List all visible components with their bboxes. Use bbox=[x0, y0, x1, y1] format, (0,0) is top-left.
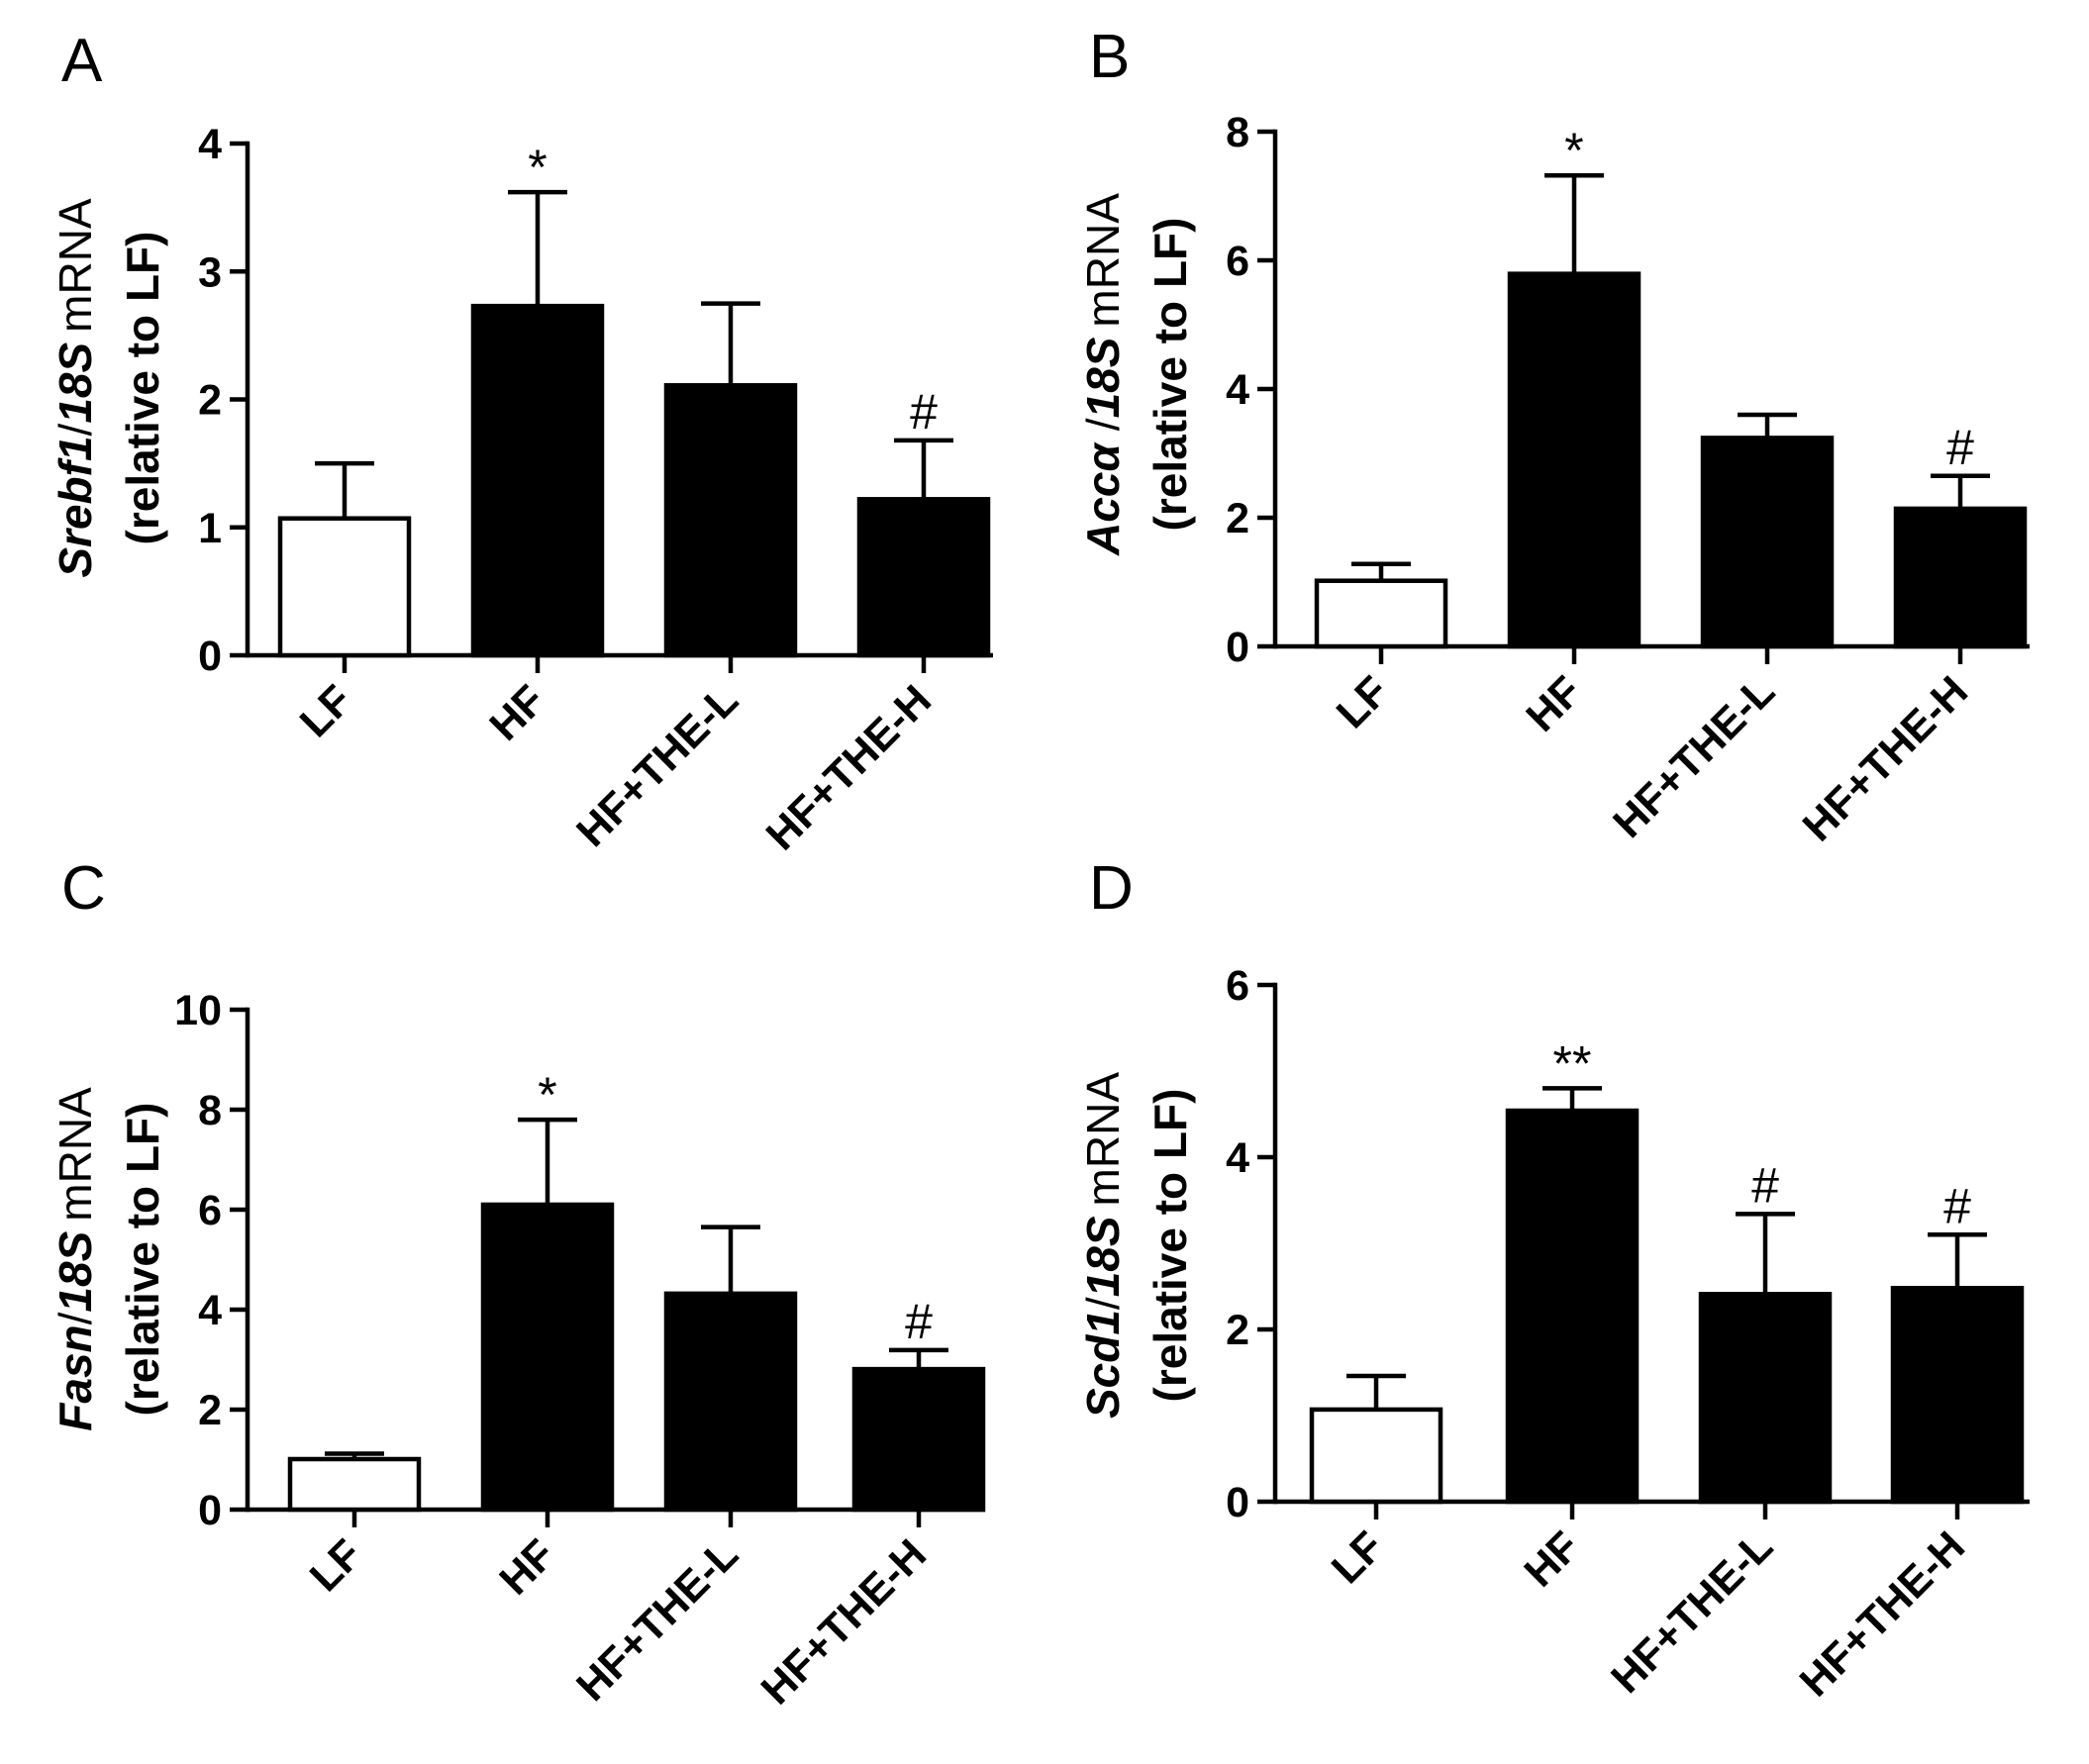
panel-c: C Fasn/18S mRNA (relative to LF) 0 2 4 6 8 10 L… bbox=[50, 854, 986, 1714]
bar-d-lf bbox=[1309, 1407, 1443, 1505]
x-label-d-hf-plus-the-l: HF+THE-L bbox=[1602, 1522, 1782, 1703]
y-tick-label-c-10: 10 bbox=[174, 987, 222, 1034]
bar-c-hf-plus-the-l bbox=[663, 1291, 798, 1513]
bar-a-hf-plus-the-h bbox=[856, 497, 991, 658]
ylabel-ref-c: 18S bbox=[50, 1230, 101, 1312]
y-tick-label-c-6: 6 bbox=[198, 1187, 222, 1234]
y-axis-label-d: Scd1/18S mRNA bbox=[1077, 1072, 1129, 1419]
bar-d-hf bbox=[1505, 1108, 1640, 1505]
bar-b-lf bbox=[1314, 578, 1448, 649]
y-tick-label-b-6: 6 bbox=[1226, 238, 1249, 285]
significance-c-hf-plus-the-h: # bbox=[905, 1294, 933, 1349]
ylabel-gene-d: Scd1 bbox=[1077, 1310, 1129, 1419]
panel-letter-c: C bbox=[61, 854, 106, 923]
ylabel-sep-d: / bbox=[1077, 1297, 1129, 1310]
panel-letter-a: A bbox=[61, 27, 103, 95]
y-tick-label-c-0: 0 bbox=[198, 1487, 222, 1534]
x-label-c-hf-plus-the-h: HF+THE-H bbox=[752, 1530, 936, 1714]
y-tick-label-c-2: 2 bbox=[198, 1387, 222, 1434]
panel-letter-b: B bbox=[1089, 23, 1130, 91]
significance-a-hf-plus-the-h: # bbox=[910, 384, 938, 440]
y-axis-label-b: Accα /18S mRNA bbox=[1077, 193, 1129, 556]
bar-d-hf-plus-the-l bbox=[1698, 1292, 1833, 1505]
x-label-c-lf: LF bbox=[301, 1530, 371, 1601]
x-label-d-hf: HF bbox=[1516, 1522, 1589, 1596]
panel-a: A Srebf1/18S mRNA (relative to LF) 0 1 2 3 4 L… bbox=[50, 27, 993, 859]
ylabel-mid-a: mRNA bbox=[50, 198, 101, 333]
y-tick-label-b-8: 8 bbox=[1226, 109, 1249, 156]
y-axis-label-line2-a: (relative to LF) bbox=[117, 232, 168, 545]
significance-d-hf-plus-the-l: # bbox=[1751, 1157, 1779, 1213]
significance-b-hf: * bbox=[1564, 123, 1583, 178]
x-label-c-hf-plus-the-l: HF+THE-L bbox=[567, 1530, 747, 1711]
ylabel-mid-d: mRNA bbox=[1077, 1072, 1129, 1207]
ylabel-gene-b: Accα bbox=[1077, 441, 1129, 556]
x-label-b-hf-plus-the-h: HF+THE-H bbox=[1794, 667, 1977, 850]
y-tick-label-a-1: 1 bbox=[198, 505, 222, 552]
bar-b-hf-plus-the-l bbox=[1700, 436, 1835, 649]
bar-c-hf bbox=[480, 1202, 615, 1513]
x-label-d-lf: LF bbox=[1323, 1522, 1393, 1593]
bar-c-hf-plus-the-h bbox=[851, 1366, 986, 1513]
panel-letter-d: D bbox=[1089, 854, 1134, 923]
y-axis-label-line2-c: (relative to LF) bbox=[117, 1103, 168, 1417]
x-label-b-lf: LF bbox=[1328, 667, 1398, 737]
panel-b: B Accα /18S mRNA (relative to LF) 0 2 4 6 8 LF… bbox=[1077, 23, 2030, 850]
y-tick-label-c-8: 8 bbox=[198, 1087, 222, 1134]
y-axis-label-c: Fasn/18S mRNA bbox=[50, 1087, 101, 1431]
y-axis-label-a: Srebf1/18S mRNA bbox=[50, 198, 101, 578]
ylabel-gene-a: Srebf1 bbox=[50, 436, 101, 577]
x-label-a-hf-plus-the-h: HF+THE-H bbox=[757, 676, 941, 859]
ylabel-ref-a: 18S bbox=[50, 343, 101, 424]
significance-c-hf: * bbox=[538, 1067, 556, 1123]
y-axis-label-line2-b: (relative to LF) bbox=[1144, 218, 1196, 532]
ylabel-ref-b: 18S bbox=[1077, 337, 1129, 418]
ylabel-sep-a: / bbox=[50, 423, 101, 436]
y-tick-label-a-4: 4 bbox=[198, 121, 222, 168]
y-tick-label-d-0: 0 bbox=[1226, 1479, 1249, 1526]
x-label-a-lf: LF bbox=[291, 676, 361, 746]
significance-a-hf: * bbox=[528, 140, 547, 195]
ylabel-sep-c: / bbox=[50, 1312, 101, 1324]
x-label-b-hf-plus-the-l: HF+THE-L bbox=[1604, 667, 1784, 847]
y-tick-label-d-4: 4 bbox=[1226, 1134, 1249, 1182]
y-tick-label-c-4: 4 bbox=[198, 1287, 222, 1334]
significance-d-hf-plus-the-h: # bbox=[1943, 1178, 1971, 1233]
x-label-b-hf: HF bbox=[1518, 667, 1591, 740]
significance-d-hf: ** bbox=[1553, 1035, 1592, 1091]
bar-a-lf bbox=[277, 516, 412, 658]
y-tick-label-b-2: 2 bbox=[1226, 495, 1249, 542]
bar-d-hf-plus-the-h bbox=[1890, 1285, 2025, 1505]
panel-d: D Scd1/18S mRNA (relative to LF) 0 2 4 6 LF HF… bbox=[1077, 854, 2030, 1706]
ylabel-mid-c: mRNA bbox=[50, 1087, 101, 1222]
ylabel-ref-d: 18S bbox=[1077, 1216, 1129, 1297]
ylabel-mid-b: mRNA bbox=[1077, 193, 1129, 328]
y-axis-label-line2-d: (relative to LF) bbox=[1144, 1089, 1196, 1403]
x-label-c-hf: HF bbox=[491, 1530, 564, 1604]
y-tick-label-a-3: 3 bbox=[198, 248, 222, 296]
significance-b-hf-plus-the-h: # bbox=[1946, 420, 1974, 475]
ylabel-sep-b: / bbox=[1077, 418, 1129, 443]
bar-a-hf-plus-the-l bbox=[663, 383, 798, 658]
y-tick-label-a-2: 2 bbox=[198, 377, 222, 425]
bar-a-hf bbox=[470, 303, 605, 658]
ylabel-gene-c: Fasn bbox=[50, 1324, 101, 1430]
bar-c-lf bbox=[287, 1456, 422, 1513]
bar-b-hf bbox=[1507, 271, 1641, 649]
y-tick-label-b-0: 0 bbox=[1226, 624, 1249, 671]
x-label-a-hf: HF bbox=[481, 676, 554, 749]
x-label-d-hf-plus-the-h: HF+THE-H bbox=[1791, 1522, 1974, 1706]
y-tick-label-a-0: 0 bbox=[198, 633, 222, 680]
y-tick-label-b-4: 4 bbox=[1226, 366, 1249, 414]
y-tick-label-d-6: 6 bbox=[1226, 962, 1249, 1010]
x-label-a-hf-plus-the-l: HF+THE-L bbox=[567, 676, 747, 856]
y-tick-label-d-2: 2 bbox=[1226, 1307, 1249, 1354]
bar-b-hf-plus-the-h bbox=[1893, 506, 2028, 649]
